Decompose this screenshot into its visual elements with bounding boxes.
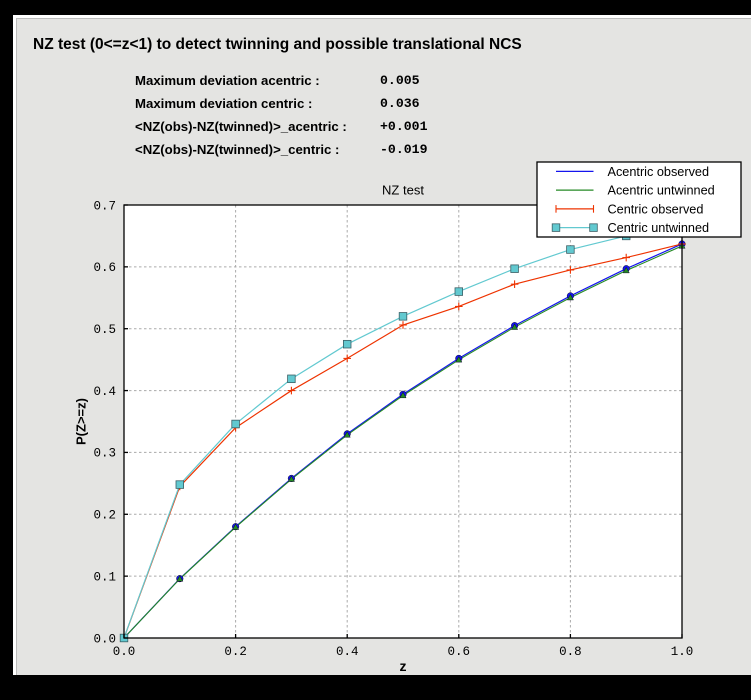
svg-text:0.0: 0.0 <box>113 645 136 659</box>
svg-text:0.0: 0.0 <box>93 632 116 646</box>
svg-text:Acentric observed: Acentric observed <box>608 165 710 179</box>
svg-text:0.6: 0.6 <box>448 645 471 659</box>
svg-text:NZ test: NZ test <box>382 183 424 198</box>
svg-text:0.2: 0.2 <box>93 509 116 523</box>
svg-text:Acentric untwinned: Acentric untwinned <box>608 184 715 198</box>
svg-text:0.3: 0.3 <box>93 447 116 461</box>
svg-text:0.2: 0.2 <box>224 645 247 659</box>
svg-text:1.0: 1.0 <box>671 645 694 659</box>
svg-text:0.8: 0.8 <box>559 645 582 659</box>
svg-text:0.1: 0.1 <box>93 570 116 584</box>
svg-text:P(Z>=z): P(Z>=z) <box>74 398 89 445</box>
svg-text:Centric untwinned: Centric untwinned <box>608 221 710 235</box>
svg-text:0.6: 0.6 <box>93 261 116 275</box>
svg-text:0.4: 0.4 <box>336 645 359 659</box>
svg-text:0.5: 0.5 <box>93 323 116 337</box>
svg-text:0.7: 0.7 <box>93 199 116 213</box>
svg-text:0.4: 0.4 <box>93 385 116 399</box>
svg-text:z: z <box>400 658 407 674</box>
svg-text:Centric observed: Centric observed <box>608 202 704 216</box>
